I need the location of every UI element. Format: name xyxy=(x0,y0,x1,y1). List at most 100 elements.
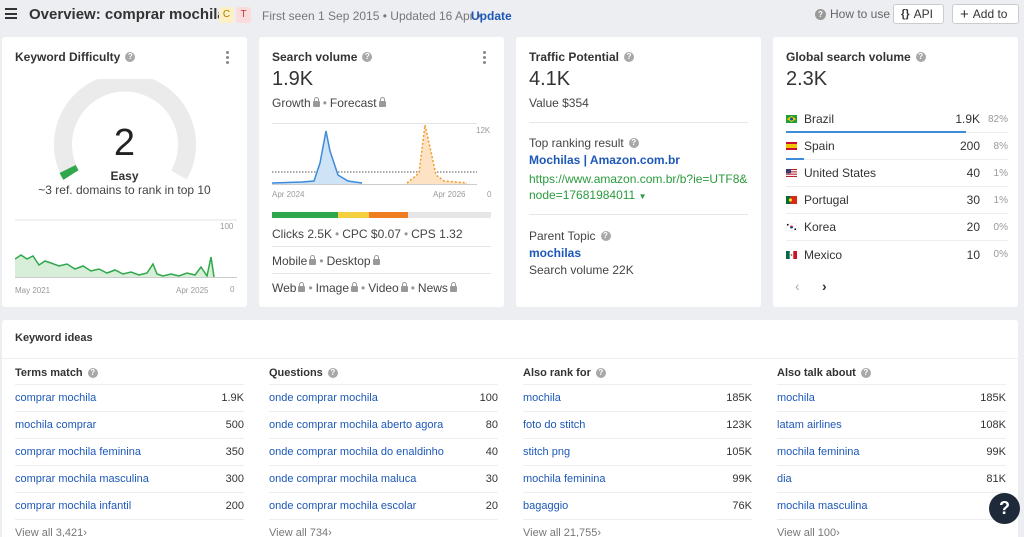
country-row[interactable]: Brazil 1.9K 82% xyxy=(786,106,1008,133)
help-icon[interactable]: ? xyxy=(595,368,606,378)
top-result-url-link[interactable]: https://www.amazon.com.br/b?ie=UTF8&node… xyxy=(529,171,751,205)
image-label[interactable]: Image xyxy=(315,281,350,295)
video-label[interactable]: Video xyxy=(368,281,399,295)
country-name[interactable]: United States xyxy=(804,166,877,180)
gsv-card: Global search volume? 2.3K Brazil 1.9K 8… xyxy=(773,37,1018,307)
growth-label[interactable]: Growth xyxy=(272,96,311,110)
keyword-link[interactable]: mochila feminina xyxy=(523,473,606,485)
country-row[interactable]: Korea 20 0% xyxy=(786,214,1008,241)
add-to-button[interactable]: + Add to xyxy=(952,4,1019,24)
country-name[interactable]: Brazil xyxy=(804,112,835,126)
keyword-link[interactable]: bagaggio xyxy=(523,500,569,512)
lock-icon xyxy=(378,97,386,107)
mobile-label[interactable]: Mobile xyxy=(272,254,308,268)
keyword-link[interactable]: mochila feminina xyxy=(777,446,860,458)
top-result-url[interactable]: https://www.amazon.com.br/b?ie=UTF8&node… xyxy=(529,172,748,202)
view-all-label[interactable]: View all 3,421 xyxy=(15,527,84,537)
keyword-link[interactable]: stitch png xyxy=(523,446,571,458)
view-all-link[interactable]: View all 100 › xyxy=(777,519,1006,537)
help-icon[interactable]: ? xyxy=(362,52,373,62)
keyword-link[interactable]: comprar mochila xyxy=(15,392,97,404)
web-label[interactable]: Web xyxy=(272,281,297,295)
help-icon[interactable]: ? xyxy=(125,52,136,62)
country-row[interactable]: United States 40 1% xyxy=(786,160,1008,187)
keyword-link[interactable]: onde comprar mochila escolar xyxy=(269,500,417,512)
more-options-icon[interactable] xyxy=(483,51,486,66)
view-all-link[interactable]: View all 734 › xyxy=(269,519,498,537)
view-all-link[interactable]: View all 3,421 › xyxy=(15,519,244,537)
chevron-right-icon[interactable]: › xyxy=(83,527,87,537)
view-all-link[interactable]: View all 21,755 › xyxy=(523,519,752,537)
help-icon[interactable]: ? xyxy=(87,368,98,378)
country-row[interactable]: Spain 200 8% xyxy=(786,133,1008,160)
chevron-right-icon[interactable]: › xyxy=(836,527,840,537)
menu-icon[interactable] xyxy=(5,8,17,19)
keyword-link[interactable]: comprar mochila infantil xyxy=(15,500,132,512)
keyword-link[interactable]: onde comprar mochila do enaldinho xyxy=(269,446,444,458)
keyword-link[interactable]: mochila xyxy=(523,392,561,404)
keyword-link[interactable]: dia xyxy=(777,473,792,485)
keyword-link[interactable]: onde comprar mochila aberto agora xyxy=(269,419,444,431)
country-name[interactable]: Mexico xyxy=(804,247,843,262)
view-all-label[interactable]: View all 21,755 xyxy=(523,527,598,537)
top-result-title-link[interactable]: Mochilas | Amazon.com.br xyxy=(529,153,680,167)
forecast-label[interactable]: Forecast xyxy=(329,96,377,110)
keyword-volume: 185K xyxy=(726,392,752,404)
help-icon[interactable]: ? xyxy=(600,231,611,241)
country-name[interactable]: Korea xyxy=(804,220,837,234)
next-page-chevron-icon[interactable]: › xyxy=(822,278,827,294)
help-icon[interactable]: ? xyxy=(628,138,639,148)
keyword-ideas-column: Terms match? comprar mochila 1.9K mochila c… xyxy=(15,362,244,537)
kd-history-chart xyxy=(15,219,237,278)
country-row[interactable]: Mexico 10 0% xyxy=(786,241,1008,268)
view-all-label[interactable]: View all 734 xyxy=(269,527,329,537)
keyword-link[interactable]: onde comprar mochila maluca xyxy=(269,473,417,485)
sv-x-start: Apr 2024 xyxy=(272,190,305,199)
keyword-volume: 99K xyxy=(732,473,752,485)
more-options-icon[interactable] xyxy=(226,51,229,66)
column-header: Questions? xyxy=(269,362,498,384)
help-chat-button[interactable]: ? xyxy=(989,493,1020,524)
keyword-volume: 100 xyxy=(479,392,498,404)
country-name[interactable]: Spain xyxy=(804,139,835,153)
kd-card: Keyword Difficulty? 2 Easy ~3 ref. domai… xyxy=(2,37,247,307)
keyword-link[interactable]: foto do stitch xyxy=(523,419,586,431)
keyword-link[interactable]: comprar mochila masculina xyxy=(15,473,149,485)
country-volume: 20 xyxy=(966,220,980,234)
chevron-right-icon[interactable]: › xyxy=(328,527,332,537)
kd-title: Keyword Difficulty? xyxy=(15,50,136,64)
help-icon[interactable]: ? xyxy=(915,52,926,62)
keyword-link[interactable]: mochila masculina xyxy=(777,500,868,512)
help-icon[interactable]: ? xyxy=(327,368,338,378)
cpc-value: CPC $0.07 xyxy=(342,227,401,241)
country-name[interactable]: Portugal xyxy=(804,193,849,207)
help-icon[interactable]: ? xyxy=(860,368,871,378)
parent-topic-link[interactable]: mochilas xyxy=(529,246,582,260)
sv-growth-forecast: Growth • Forecast xyxy=(272,96,386,110)
keyword-link[interactable]: onde comprar mochila xyxy=(269,392,378,404)
desktop-label[interactable]: Desktop xyxy=(326,254,371,268)
lock-icon xyxy=(312,97,320,107)
api-button[interactable]: {} API xyxy=(893,4,944,24)
keyword-row: onde comprar mochila do enaldinho 40 xyxy=(269,438,498,465)
caret-down-icon[interactable]: ▼ xyxy=(638,192,647,201)
update-link[interactable]: Update xyxy=(471,9,512,23)
keyword-link[interactable]: mochila comprar xyxy=(15,419,97,431)
add-to-label: Add to xyxy=(972,7,1008,21)
keyword-row: comprar mochila infantil 200 xyxy=(15,492,244,519)
news-label[interactable]: News xyxy=(417,281,448,295)
keyword-row: foto do stitch 123K xyxy=(523,411,752,438)
country-volume: 200 xyxy=(959,139,980,153)
how-to-use-link[interactable]: ? How to use xyxy=(815,7,890,21)
country-row[interactable]: Portugal 30 1% xyxy=(786,187,1008,214)
keyword-link[interactable]: comprar mochila feminina xyxy=(15,446,141,458)
prev-page-chevron-icon[interactable]: ‹ xyxy=(795,278,800,294)
keyword-link[interactable]: mochila xyxy=(777,392,815,404)
keyword-volume: 99K xyxy=(986,446,1006,458)
header: Overview: comprar mochila C T First seen… xyxy=(0,0,1024,30)
kd-x-start: May 2021 xyxy=(15,286,51,295)
view-all-label[interactable]: View all 100 xyxy=(777,527,837,537)
help-icon[interactable]: ? xyxy=(624,52,635,62)
keyword-link[interactable]: latam airlines xyxy=(777,419,842,431)
chevron-right-icon[interactable]: › xyxy=(597,527,602,537)
